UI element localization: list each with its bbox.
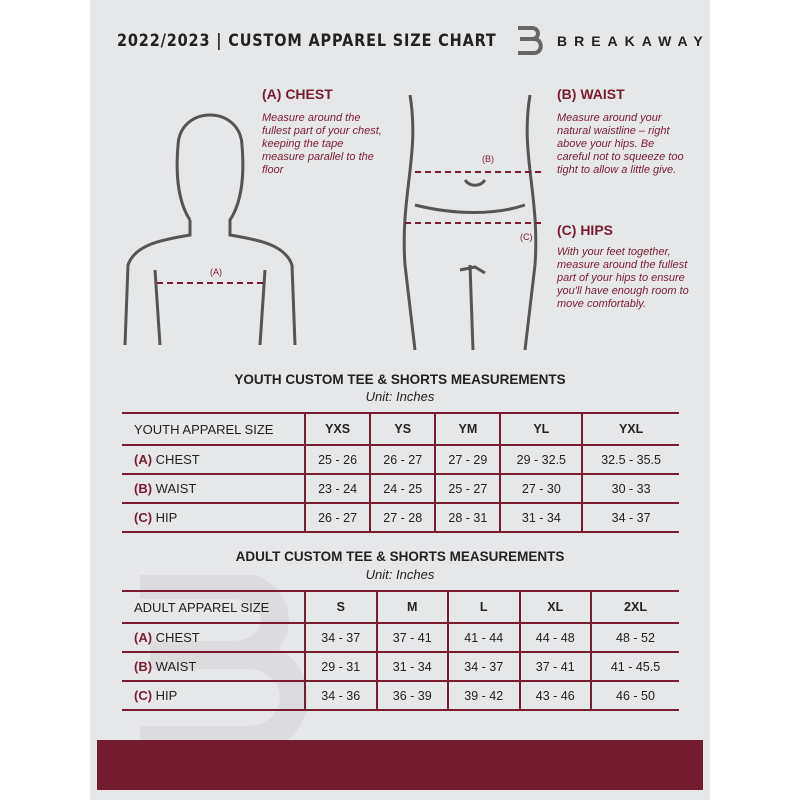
size-header: YS [369,412,436,446]
size-header: 2XL [590,590,679,624]
waist-marker: (B) [482,154,494,164]
size-header: YL [499,412,583,446]
table-cell: 46 - 50 [590,680,679,711]
table-row: (A) CHEST 25 - 26 26 - 27 27 - 29 29 - 32.5 3… [122,444,679,475]
measure-tag: (C) [134,510,153,525]
size-label: YOUTH APPAREL SIZE [122,412,305,446]
hips-description: With your feet together, measure around … [557,246,689,310]
measure-label: (A) CHEST [122,622,305,653]
table-cell: 31 - 34 [499,502,583,533]
size-header: YXL [581,412,679,446]
table-cell: 34 - 37 [447,651,520,682]
size-header: M [375,590,448,624]
table-cell: 23 - 24 [303,473,371,504]
chest-marker: (A) [210,267,222,277]
table-cell: 37 - 41 [375,622,448,653]
measure-name: HIP [155,688,178,703]
table-cell: 37 - 41 [518,651,591,682]
size-header: YM [434,412,501,446]
size-header: S [304,590,377,624]
table-cell: 32.5 - 35.5 [581,444,679,475]
measure-tag: (B) [134,481,153,496]
table-cell: 27 - 30 [499,473,583,504]
table-cell: 27 - 28 [369,502,436,533]
table-cell: 28 - 31 [434,502,501,533]
size-label: ADULT APPAREL SIZE [122,590,305,624]
measure-label: (C) HIP [122,680,305,711]
table-cell: 30 - 33 [581,473,679,504]
chest-heading: (A) CHEST [262,86,333,102]
table-cell: 48 - 52 [590,622,679,653]
measure-tag: (A) [134,452,153,467]
size-header: YXS [303,412,371,446]
table-cell: 44 - 48 [518,622,591,653]
upper-body-illustration [123,113,297,346]
table-cell: 41 - 44 [447,622,520,653]
table-cell: 36 - 39 [375,680,448,711]
table-cell: 31 - 34 [375,651,448,682]
measure-tag: (C) [134,688,153,703]
size-header: L [447,590,520,624]
brand-name: BREAKAWAY [557,33,710,49]
chest-description: Measure around the fullest part of your … [262,112,382,176]
brand-logo-icon [518,26,543,55]
table-cell: 39 - 42 [447,680,520,711]
table-row: (B) WAIST 23 - 24 24 - 25 25 - 27 27 - 30 30 … [122,473,679,504]
table-cell: 34 - 37 [304,622,377,653]
table-cell: 34 - 37 [581,502,679,533]
table-cell: 27 - 29 [434,444,501,475]
waist-description: Measure around your natural waistline – … [557,112,684,176]
waist-heading: (B) WAIST [557,86,625,102]
hips-heading: (C) HIPS [557,222,613,238]
table-row: (B) WAIST 29 - 31 31 - 34 34 - 37 37 - 41 41 … [122,651,679,682]
measure-label: (C) HIP [122,502,305,533]
measure-name: WAIST [155,659,197,674]
table-cell: 26 - 27 [369,444,436,475]
table-row: (A) CHEST 34 - 37 37 - 41 41 - 44 44 - 48 48 … [122,622,679,653]
adult-title: ADULT CUSTOM TEE & SHORTS MEASUREMENTS [235,549,565,564]
measure-name: WAIST [155,481,197,496]
lower-body-illustration [402,95,545,351]
page-title: 2022/2023 | CUSTOM APPAREL SIZE CHART [117,31,497,51]
table-cell: 43 - 46 [518,680,591,711]
size-header: XL [518,590,591,624]
table-header-row: YOUTH APPAREL SIZE YXS YS YM YL YXL [122,412,679,446]
measure-name: CHEST [155,452,200,467]
youth-unit: Unit: Inches [365,389,435,404]
footer-bar [97,740,703,790]
table-cell: 29 - 31 [304,651,377,682]
adult-size-table: ADULT APPAREL SIZE S M L XL 2XL (A) CHEST 34 - … [122,590,679,711]
adult-unit: Unit: Inches [365,567,435,582]
measure-name: CHEST [155,630,200,645]
table-cell: 26 - 27 [303,502,371,533]
table-row: (C) HIP 34 - 36 36 - 39 39 - 42 43 - 46 46 - … [122,680,679,711]
hips-marker: (C) [520,232,533,242]
table-cell: 24 - 25 [369,473,436,504]
table-cell: 25 - 27 [434,473,501,504]
measure-label: (A) CHEST [122,444,305,475]
table-cell: 41 - 45.5 [590,651,679,682]
youth-title: YOUTH CUSTOM TEE & SHORTS MEASUREMENTS [234,372,566,387]
youth-size-table: YOUTH APPAREL SIZE YXS YS YM YL YXL (A) CHEST 2… [122,412,679,533]
measure-name: HIP [155,510,178,525]
measure-label: (B) WAIST [122,473,305,504]
table-cell: 34 - 36 [304,680,377,711]
table-header-row: ADULT APPAREL SIZE S M L XL 2XL [122,590,679,624]
measure-label: (B) WAIST [122,651,305,682]
measure-tag: (A) [134,630,153,645]
table-cell: 29 - 32.5 [499,444,583,475]
table-row: (C) HIP 26 - 27 27 - 28 28 - 31 31 - 34 34 - … [122,502,679,533]
measure-tag: (B) [134,659,153,674]
table-cell: 25 - 26 [303,444,371,475]
